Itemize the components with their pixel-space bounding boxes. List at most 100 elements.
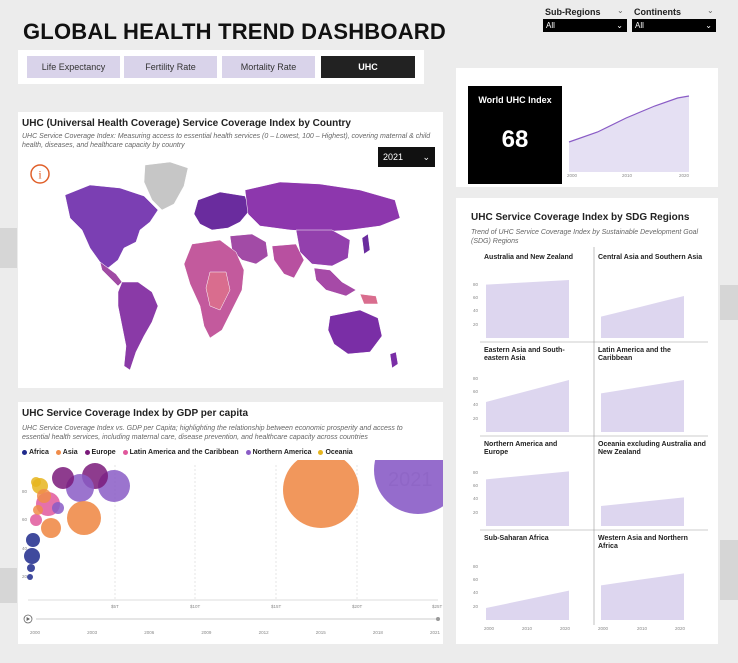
- continents-dropdown[interactable]: All ⌄: [632, 19, 716, 32]
- info-circle-icon[interactable]: i: [29, 163, 51, 185]
- world-choropleth-map[interactable]: [60, 160, 405, 382]
- legend-item-asia[interactable]: Asia: [55, 449, 78, 456]
- legend-item-north-america[interactable]: Northern America: [245, 449, 312, 456]
- chevron-down-icon[interactable]: ⌄: [707, 6, 714, 15]
- sdg-x-tick: 2020: [560, 626, 571, 631]
- page-edge-left: [0, 568, 17, 603]
- map-region-japan: [361, 233, 371, 255]
- tab-uhc[interactable]: UHC: [321, 56, 415, 78]
- sdg-y-tick: 20: [473, 321, 479, 327]
- sdg-subtitle: Trend of UHC Service Coverage Index by S…: [471, 229, 699, 245]
- map-region-australia: [327, 309, 383, 355]
- play-axis-tick: 2009: [201, 630, 212, 635]
- bubble-africa: [26, 533, 40, 547]
- sdg-y-tick: 80: [473, 375, 479, 381]
- continents-value: All: [635, 21, 644, 30]
- sdg-y-tick: 60: [473, 389, 479, 394]
- sdg-y-tick: 60: [473, 577, 479, 582]
- year-value: 2021: [383, 152, 404, 162]
- page-edge-left: [0, 228, 17, 268]
- chevron-down-icon: ⌄: [616, 21, 623, 30]
- sdg-y-tick: 80: [473, 469, 479, 475]
- sdg-y-tick: 20: [473, 603, 479, 609]
- page-tab-bar: Life Expectancy Fertility Rate Mortality…: [18, 50, 424, 84]
- sdg-title: UHC Service Coverage Index by SDG Region…: [471, 212, 690, 223]
- sdg-area-3: [601, 380, 684, 432]
- page-edge-right: [720, 540, 738, 600]
- sdg-region-title: Eastern Asia and South-eastern Asia: [484, 347, 565, 362]
- legend-item-europe[interactable]: Europe: [84, 449, 116, 456]
- bubble-oceania: [31, 477, 41, 487]
- year-dropdown[interactable]: 2021 ⌄: [378, 147, 435, 167]
- map-title: UHC (Universal Health Coverage) Service …: [22, 118, 351, 129]
- sdg-x-tick: 2010: [522, 626, 533, 631]
- tab-life-expectancy[interactable]: Life Expectancy: [27, 56, 120, 78]
- kpi-value: 68: [501, 126, 529, 153]
- map-region-north-america: [64, 184, 159, 269]
- bubble-title: UHC Service Coverage Index by GDP per ca…: [22, 408, 249, 419]
- kpi-x-tick: 2020: [679, 173, 690, 178]
- map-region-papua-new-guinea: [359, 293, 379, 305]
- map-region-europe: [193, 191, 251, 231]
- bubble-africa: [27, 574, 33, 580]
- play-axis-tick: 2015: [315, 630, 326, 635]
- sdg-area-7: [601, 573, 684, 620]
- play-axis-tick: 2006: [144, 630, 155, 635]
- map-region-south-america: [117, 281, 159, 371]
- bubble-y-tick: 20: [22, 574, 28, 579]
- kpi-x-tick: 2000: [567, 173, 578, 178]
- play-axis-tick: 2018: [372, 630, 383, 635]
- sdg-region-title: Central Asia and Southern Asia: [598, 254, 703, 261]
- tab-fertility-rate[interactable]: Fertility Rate: [124, 56, 217, 78]
- sdg-region-title: Latin America and the Caribbean: [598, 347, 671, 362]
- map-region-greenland: [143, 161, 189, 211]
- bubble-scatter-plot[interactable]: 2021: [18, 460, 443, 620]
- bubble-asia: [41, 518, 61, 538]
- map-region-central-africa: [205, 271, 231, 311]
- continents-label: Continents: [634, 7, 681, 17]
- legend-item-africa[interactable]: Africa: [22, 449, 49, 456]
- legend-item-oceania[interactable]: Oceania: [318, 449, 353, 456]
- bubble-asia: [67, 501, 101, 535]
- sdg-y-tick: 80: [473, 281, 479, 287]
- sdg-y-tick: 40: [473, 402, 479, 408]
- chevron-down-icon: ⌄: [705, 21, 712, 30]
- bubble-europe: [52, 467, 74, 489]
- sdg-y-tick: 20: [473, 509, 479, 515]
- sdg-region-title: Western Asia and Northern Africa: [598, 535, 688, 550]
- sdg-x-tick: 2010: [637, 626, 648, 631]
- play-axis-tick: 2021: [430, 630, 441, 635]
- bubble-north-america-large: [374, 460, 443, 514]
- play-axis-tick: 2003: [87, 630, 98, 635]
- bubble-x-tick: $25T: [432, 604, 443, 609]
- sdg-y-tick: 20: [473, 415, 479, 421]
- bubble-asia-large: [283, 460, 359, 528]
- sdg-y-tick: 60: [473, 483, 479, 488]
- play-axis[interactable]: [22, 613, 442, 627]
- tab-mortality-rate[interactable]: Mortality Rate: [222, 56, 315, 78]
- bubble-north-america: [52, 502, 64, 514]
- bubble-subtitle: UHC Service Coverage Index vs. GDP per C…: [22, 425, 403, 441]
- kpi-label: World UHC Index: [478, 95, 552, 105]
- kpi-x-tick: 2010: [622, 173, 633, 178]
- subregions-dropdown[interactable]: All ⌄: [543, 19, 627, 32]
- map-region-east-asia: [295, 229, 351, 267]
- legend-item-latam[interactable]: Latin America and the Caribbean: [122, 449, 239, 456]
- bubble-x-tick: $5T: [111, 604, 119, 609]
- bubble-africa: [24, 548, 40, 564]
- kpi-area-fill: [569, 96, 689, 172]
- kpi-trend-line: [568, 95, 690, 143]
- play-axis-tick: 2012: [258, 630, 269, 635]
- subregions-value: All: [546, 21, 555, 30]
- sdg-area-5: [601, 497, 684, 526]
- map-subtitle: UHC Service Coverage Index: Measuring ac…: [22, 133, 431, 149]
- sdg-x-tick: 2000: [598, 626, 609, 631]
- chevron-down-icon[interactable]: ⌄: [617, 6, 624, 15]
- sdg-y-tick: 80: [473, 563, 479, 569]
- sdg-area-2: [486, 380, 569, 432]
- map-region-russia: [244, 181, 401, 233]
- svg-text:i: i: [38, 168, 42, 182]
- dashboard-title: GLOBAL HEALTH TREND DASHBOARD: [23, 19, 446, 44]
- sdg-x-tick: 2000: [484, 626, 495, 631]
